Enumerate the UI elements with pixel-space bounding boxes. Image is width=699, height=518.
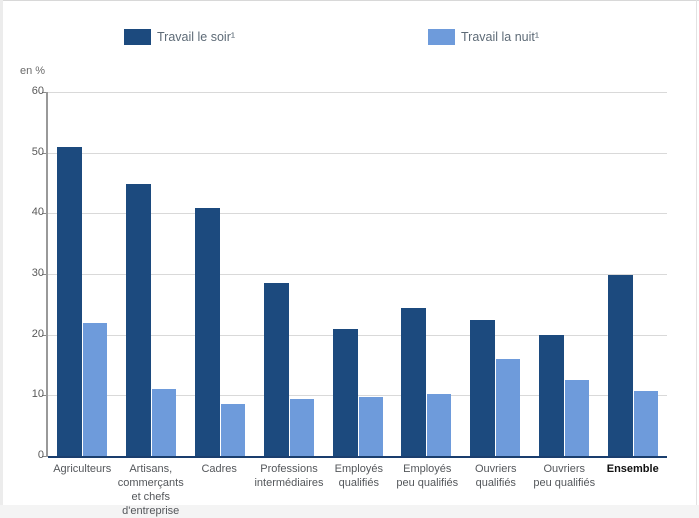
bar-group [392, 92, 461, 456]
gridline [48, 213, 667, 215]
bar-group [186, 92, 255, 456]
bar-night-work [495, 358, 521, 456]
page-border-right [696, 0, 697, 518]
legend-swatch-night-work [428, 29, 455, 45]
y-tick-mark [42, 92, 46, 93]
y-tick-mark [42, 456, 46, 457]
category-label: Ensemble [606, 463, 659, 475]
bar-night-work [632, 391, 658, 456]
y-tick-label: 60 [31, 85, 44, 97]
y-tick-label: 20 [31, 327, 44, 340]
gridline [48, 274, 667, 275]
bar-night-work [82, 323, 108, 456]
y-tick-mark [42, 334, 46, 336]
bar-night-work [357, 397, 383, 456]
category-labels: Agriculteurs Artisans, commerçants et che… [48, 462, 667, 518]
bar-group [254, 92, 323, 456]
bar-group [323, 92, 392, 456]
bar-group [598, 92, 667, 456]
y-tick-mark [42, 395, 46, 397]
bar-groups [48, 92, 667, 456]
y-tick-mark [42, 274, 46, 275]
bar-night-work [563, 380, 589, 456]
legend-swatch-evening-work [124, 29, 151, 45]
category-label: Ouvriers peu qualifiés [533, 463, 596, 489]
bar-group [48, 92, 117, 456]
gridline [48, 92, 667, 93]
y-tick-label: 0 [37, 449, 44, 461]
bar-evening-work [538, 334, 564, 456]
bar-night-work [151, 388, 177, 456]
bar-night-work [288, 398, 314, 456]
legend-item-evening-work[interactable]: Travail le soir¹ [124, 29, 235, 45]
category-label: Agriculteurs [53, 463, 112, 475]
bar-evening-work [263, 283, 289, 456]
y-tick-mark [42, 213, 46, 215]
bar-night-work [219, 403, 245, 456]
category-label: Professions intermédiaires [254, 463, 324, 489]
y-tick-label: 50 [31, 145, 44, 158]
bar-evening-work [332, 328, 358, 456]
bar-night-work [426, 394, 452, 456]
bar-evening-work [126, 183, 152, 456]
category-label: Employés peu qualifiés [396, 463, 459, 489]
bar-evening-work [401, 307, 427, 456]
category-label: Employés qualifiés [334, 463, 383, 489]
page-border-left [0, 0, 3, 518]
y-tick-label: 40 [31, 206, 44, 219]
legend-item-night-work[interactable]: Travail la nuit¹ [428, 29, 539, 45]
legend-label-night-work: Travail la nuit¹ [461, 30, 540, 44]
page-border-top [0, 0, 699, 1]
y-tick-label: 30 [31, 267, 44, 279]
bar-group [529, 92, 598, 456]
bar-evening-work [194, 208, 220, 456]
y-axis-line [46, 92, 48, 457]
bar-group [461, 92, 530, 456]
gridline [48, 152, 667, 154]
bar-evening-work [57, 147, 83, 456]
bar-evening-work [470, 319, 496, 456]
x-axis-line [48, 456, 667, 458]
category-label: Cadres [201, 463, 237, 475]
plot-area [48, 92, 667, 456]
page-bottom-strip [0, 505, 699, 518]
bar-group [117, 92, 186, 456]
y-tick-mark [42, 152, 46, 154]
bar-evening-work [607, 274, 633, 456]
y-tick-label: 10 [31, 388, 44, 401]
category-label: Artisans, commerçants et chefs d'entrepr… [117, 463, 184, 517]
y-axis-unit-label: en % [20, 65, 46, 77]
legend-label-evening-work: Travail le soir¹ [157, 30, 236, 44]
category-label: Ouvriers qualifiés [474, 463, 517, 489]
